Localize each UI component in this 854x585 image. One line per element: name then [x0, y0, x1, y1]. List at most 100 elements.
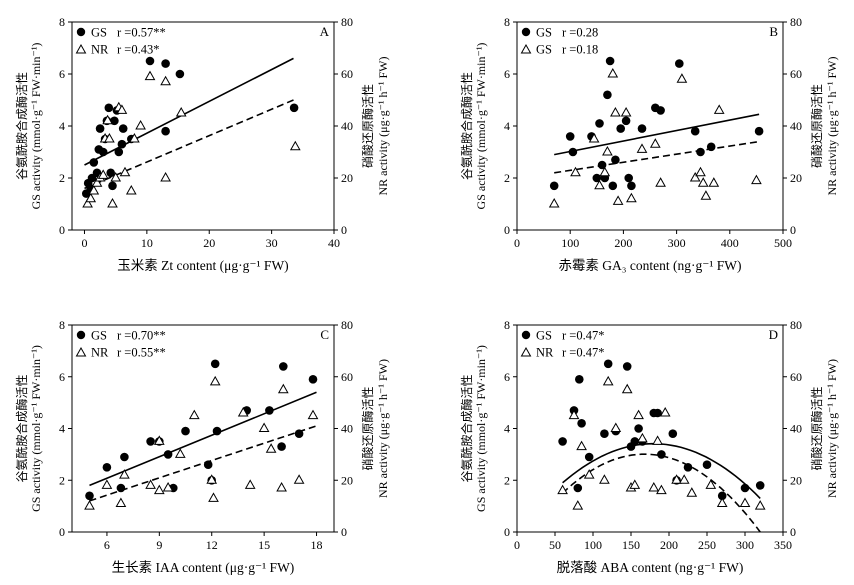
- x-tick-label: 0: [514, 236, 520, 250]
- legend-marker-circle: [76, 330, 86, 340]
- legend-series-name: NR: [536, 346, 554, 360]
- data-point-triangle: [162, 481, 174, 492]
- data-point-triangle: [686, 487, 698, 497]
- data-point-circle: [637, 124, 647, 133]
- data-point-triangle: [208, 492, 219, 502]
- data-point-circle: [577, 419, 586, 428]
- legend-stat: r =0.55**: [117, 346, 166, 360]
- y-right-title-cn: 硝酸还原酶活性: [809, 386, 824, 470]
- x-tick-label: 50: [549, 538, 561, 552]
- y-left-tick-label: 0: [59, 223, 65, 237]
- panel-label: C: [320, 327, 329, 342]
- y-right-tick-label: 20: [341, 171, 353, 185]
- data-point-triangle: [637, 432, 648, 443]
- data-point-triangle: [153, 435, 165, 445]
- data-point-circle: [161, 126, 170, 136]
- x-tick-label: 100: [584, 538, 602, 552]
- y-right-title-en: NR activity (μg·g⁻¹ h⁻¹ FW): [825, 57, 839, 196]
- y-left-tick-label: 0: [504, 223, 510, 237]
- legend-stat: r =0.43*: [117, 43, 159, 57]
- x-axis-title: 脱落酸 ABA content (ng·g⁻¹ FW): [557, 560, 744, 575]
- y-left-tick-label: 2: [504, 171, 510, 185]
- data-point-triangle: [695, 166, 706, 177]
- data-point-circle: [210, 359, 220, 369]
- panel-label: A: [320, 24, 330, 39]
- legend-series-name: GS: [536, 43, 552, 57]
- data-point-triangle: [160, 171, 171, 182]
- data-point-triangle: [751, 174, 762, 185]
- data-point-circle: [696, 147, 705, 157]
- y-left-title-en: GS activity (mmol·g⁻¹ FW·min⁻¹): [474, 345, 488, 512]
- legend-stat: r =0.47*: [562, 346, 604, 360]
- x-tick-label: 300: [668, 236, 686, 250]
- data-point-triangle: [599, 166, 611, 177]
- data-point-circle: [146, 437, 155, 446]
- data-point-triangle: [102, 114, 113, 125]
- data-point-triangle: [144, 70, 156, 81]
- data-point-triangle: [110, 171, 122, 182]
- data-point-circle: [102, 463, 112, 472]
- data-point-triangle: [265, 443, 277, 453]
- data-point-triangle: [116, 104, 128, 114]
- data-point-triangle: [277, 383, 289, 394]
- data-point-triangle: [716, 497, 728, 507]
- data-point-triangle: [160, 75, 171, 86]
- y-left-tick-label: 4: [504, 422, 510, 436]
- data-point-circle: [616, 124, 625, 133]
- x-axis-title: 生长素 IAA content (μg·g⁻¹ FW): [112, 560, 295, 575]
- y-left-title-cn: 谷氨酰胺合成酶活性: [459, 72, 474, 180]
- data-point-triangle: [621, 383, 633, 394]
- data-point-triangle: [119, 469, 130, 479]
- data-point-triangle: [135, 119, 146, 130]
- data-point-triangle: [576, 440, 587, 451]
- data-point-triangle: [145, 479, 156, 489]
- data-point-triangle: [656, 484, 667, 495]
- data-point-circle: [212, 426, 222, 436]
- data-point-triangle: [594, 179, 605, 190]
- y-left-title-en: GS activity (mmol·g⁻¹ FW·min⁻¹): [29, 345, 43, 512]
- y-right-tick-label: 0: [341, 223, 347, 237]
- data-point-triangle: [629, 479, 641, 489]
- y-right-title-cn: 硝酸还原酶活性: [360, 386, 375, 470]
- y-right-title-en: NR activity (μg·g⁻¹ h⁻¹ FW): [376, 359, 390, 498]
- data-point-triangle: [85, 192, 97, 203]
- data-point-circle: [106, 168, 115, 178]
- legend-marker-triangle: [75, 346, 87, 357]
- fit-line-dashed: [84, 99, 294, 190]
- y-right-tick-label: 0: [790, 525, 796, 539]
- data-point-circle: [624, 173, 633, 183]
- x-tick-label: 6: [104, 538, 110, 552]
- y-left-tick-label: 8: [59, 15, 65, 29]
- y-left-title-en: GS activity (mmol·g⁻¹ FW·min⁻¹): [29, 43, 43, 210]
- data-point-circle: [755, 481, 765, 490]
- legend-series-name: NR: [91, 346, 109, 360]
- x-tick-label: 350: [774, 538, 792, 552]
- data-point-triangle: [125, 184, 137, 195]
- data-point-circle: [683, 463, 693, 472]
- data-point-triangle: [548, 197, 560, 208]
- x-tick-label: 0: [81, 236, 87, 250]
- y-right-tick-label: 80: [790, 318, 802, 332]
- data-point-triangle: [705, 479, 717, 489]
- data-point-triangle: [293, 474, 305, 484]
- legend-marker-triangle: [520, 43, 532, 54]
- data-point-triangle: [659, 406, 671, 417]
- y-left-tick-label: 6: [59, 67, 65, 81]
- data-point-triangle: [174, 448, 186, 458]
- legend-series-name: GS: [536, 329, 552, 343]
- data-point-circle: [653, 408, 662, 418]
- data-point-triangle: [175, 106, 187, 117]
- data-point-circle: [116, 483, 126, 493]
- data-point-triangle: [739, 497, 751, 507]
- data-point-triangle: [610, 106, 621, 117]
- y-right-tick-label: 40: [341, 119, 353, 133]
- fit-line-dashed: [89, 425, 317, 502]
- data-point-circle: [754, 126, 764, 136]
- data-point-circle: [163, 450, 173, 459]
- x-tick-label: 0: [514, 538, 520, 552]
- data-point-triangle: [648, 481, 660, 492]
- data-point-triangle: [572, 500, 584, 510]
